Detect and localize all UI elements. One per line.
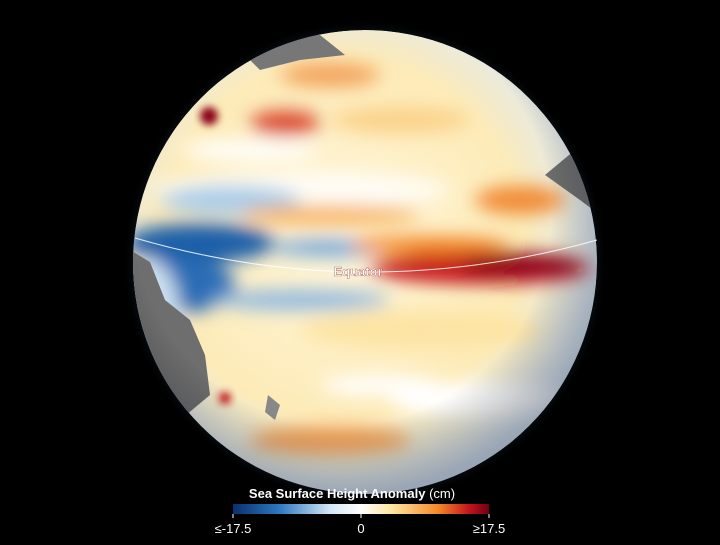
colorbar-tick-label: ≥17.5 — [473, 521, 505, 536]
colorbar — [233, 504, 489, 514]
legend-title-text: Sea Surface Height Anomaly — [249, 486, 426, 501]
equator-label: Equator — [333, 264, 382, 279]
equator-line — [134, 237, 598, 273]
legend-title: Sea Surface Height Anomaly (cm) — [249, 486, 455, 501]
globe — [133, 30, 597, 494]
legend-unit: (cm) — [429, 486, 455, 501]
colorbar-ticks: ≤-17.5 0 ≥17.5 — [215, 514, 505, 536]
colorbar-tick-label: 0 — [357, 521, 364, 536]
colorbar-tick-label: ≤-17.5 — [215, 521, 252, 536]
